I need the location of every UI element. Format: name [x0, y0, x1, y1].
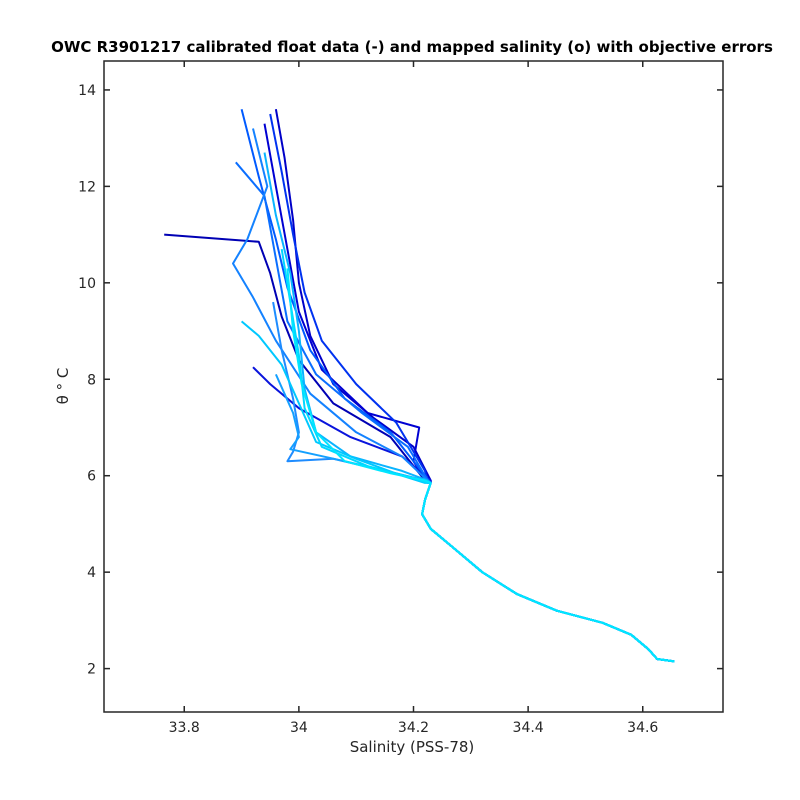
- y-tick-label: 6: [87, 469, 96, 485]
- y-tick-label: 10: [78, 276, 96, 292]
- y-tick-label: 14: [78, 83, 96, 99]
- x-axis-label: Salinity (PSS-78): [350, 738, 475, 756]
- profile-line-10: [274, 373, 675, 663]
- profile-line-13: [280, 248, 675, 663]
- plot-frame: [103, 60, 724, 713]
- profile-line-4: [252, 366, 675, 663]
- profile-line-6: [240, 108, 675, 663]
- x-tick-label: 34: [290, 720, 308, 736]
- x-tick-label: 33.8: [169, 720, 200, 736]
- y-tick-label: 2: [87, 662, 96, 678]
- profile-line-3: [164, 233, 675, 663]
- x-tick-label: 34.2: [398, 720, 429, 736]
- x-tick-label: 34.6: [627, 720, 658, 736]
- profile-line-12: [240, 320, 675, 663]
- chart-title: OWC R3901217 calibrated float data (-) a…: [51, 38, 773, 56]
- y-tick-label: 8: [87, 372, 96, 388]
- profile-line-14: [286, 268, 675, 663]
- float-profiles: [164, 108, 675, 663]
- y-tick-label: 4: [87, 565, 96, 581]
- x-axis: 33.8 34 34.2 34.4 34.6: [169, 61, 658, 736]
- y-tick-label: 12: [78, 179, 96, 195]
- profile-line-8: [232, 128, 675, 663]
- x-tick-label: 34.4: [513, 720, 544, 736]
- y-axis-label: θ ° C: [54, 368, 72, 405]
- y-axis: 2 4 6 8 10 12 14: [78, 83, 723, 678]
